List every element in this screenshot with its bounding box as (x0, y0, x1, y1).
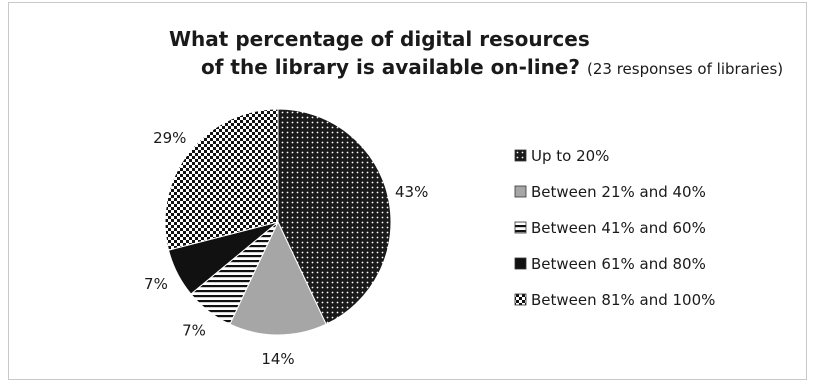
slice-data-label: 29% (153, 129, 186, 147)
chart-title: What percentage of digital resources of … (9, 25, 808, 83)
legend-label: Between 61% and 80% (531, 255, 706, 273)
chart-title-line-2-text: of the library is available on-line? (201, 55, 581, 79)
pie-slice (277, 108, 392, 325)
legend-swatch (514, 221, 527, 234)
chart-frame: What percentage of digital resources of … (8, 2, 807, 380)
chart-subtitle: (23 responses of libraries) (587, 60, 784, 78)
pie-slice (229, 220, 327, 336)
legend-label: Up to 20% (531, 147, 609, 165)
legend-swatch (514, 293, 527, 306)
chart-title-line-1: What percentage of digital resources (169, 27, 590, 51)
legend-label: Between 21% and 40% (531, 183, 706, 201)
slice-data-label: 7% (144, 275, 168, 293)
pie-slice (164, 108, 279, 251)
slice-data-label: 14% (261, 350, 294, 368)
legend-swatch (514, 149, 527, 162)
legend-swatch (514, 257, 527, 270)
legend-label: Between 81% and 100% (531, 291, 715, 309)
slice-data-label: 43% (395, 183, 428, 201)
legend-swatch (514, 185, 527, 198)
legend: Up to 20% Between 21% and 40% Between 41% … (514, 147, 715, 309)
slice-data-label: 7% (182, 321, 206, 339)
chart-title-line-2: of the library is available on-line? (23… (201, 53, 808, 83)
legend-label: Between 41% and 60% (531, 219, 706, 237)
